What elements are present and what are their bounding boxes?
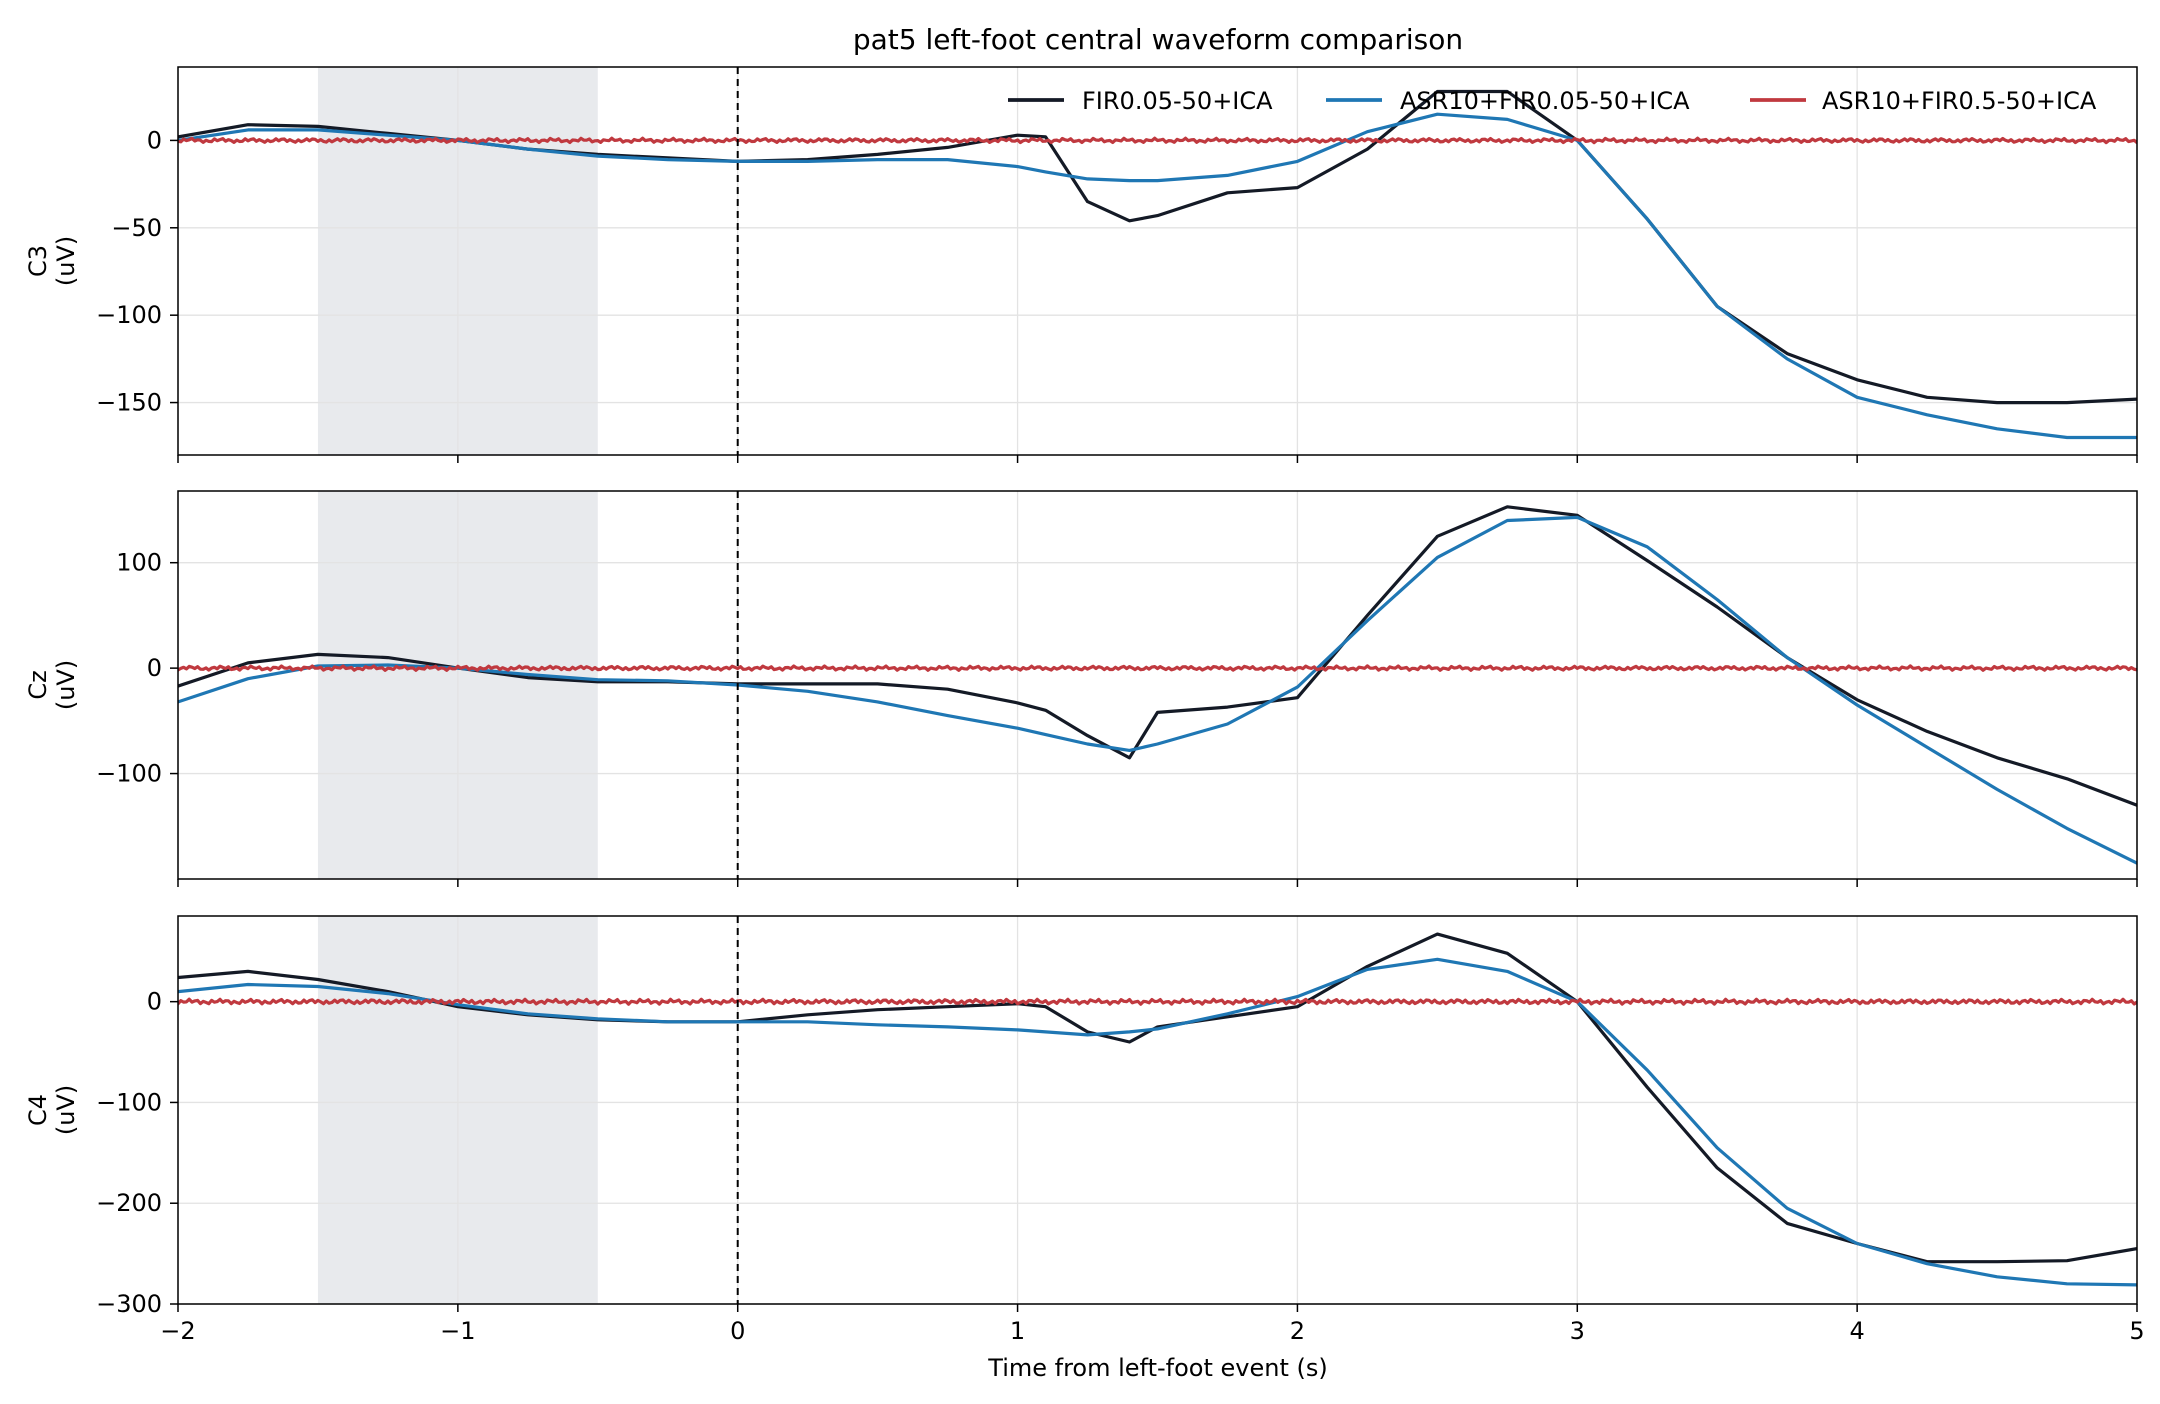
x-axis-label: Time from left-foot event (s) [987, 1354, 1327, 1382]
axes-frame [177, 66, 2138, 456]
x-tick-label: −2 [160, 1317, 195, 1345]
y-tick-label: 0 [147, 654, 162, 682]
panel-3: −2 −1 0 1 2 3 4 5 0 −100 −200 −300 C4(uV) [24, 915, 2145, 1345]
x-tick-label: 2 [1290, 1317, 1305, 1345]
y-axis-label: C4(uV) [24, 1085, 80, 1135]
y-tick-label: −100 [96, 1088, 162, 1116]
y-tick-label: 0 [147, 126, 162, 154]
series-line [178, 136, 2137, 145]
chart-title: pat5 left-foot central waveform comparis… [853, 23, 1463, 56]
legend-label: ASR10+FIR0.05-50+ICA [1400, 87, 1690, 115]
x-tick-label: 4 [1850, 1317, 1865, 1345]
y-axis-label-line: (uV) [52, 236, 80, 286]
x-tick-label: 3 [1570, 1317, 1585, 1345]
y-axis-label-line: (uV) [52, 1085, 80, 1135]
series-group [178, 89, 2137, 440]
series-group [178, 505, 2137, 865]
y-axis-label-line: C3 [24, 245, 52, 277]
series-line [178, 997, 2137, 1006]
y-tick-label: −100 [96, 301, 162, 329]
x-tick-label: −1 [440, 1317, 475, 1345]
x-tick-label: 0 [730, 1317, 745, 1345]
y-axis-label-line: (uV) [52, 660, 80, 710]
legend: FIR0.05-50+ICA ASR10+FIR0.05-50+ICA ASR10+… [1008, 87, 2097, 115]
axes-frame [177, 915, 2138, 1305]
y-tick-label: −100 [96, 760, 162, 788]
y-axis-label: C3(uV) [24, 236, 80, 286]
legend-label: ASR10+FIR0.5-50+ICA [1822, 87, 2097, 115]
y-axis-label: Cz(uV) [24, 660, 80, 710]
axes-frame [177, 490, 2138, 880]
y-tick-label: 100 [116, 549, 162, 577]
series-line [178, 112, 2137, 440]
x-tick-label: 5 [2129, 1317, 2144, 1345]
y-tick-label: −150 [96, 389, 162, 417]
x-tick-label: 1 [1010, 1317, 1025, 1345]
y-tick-label: −200 [96, 1189, 162, 1217]
y-axis-label-line: Cz [24, 670, 52, 699]
y-axis-label-line: C4 [24, 1094, 52, 1126]
legend-label: FIR0.05-50+ICA [1082, 87, 1273, 115]
panel-1: 0 −50 −100 −150 C3(uV) [24, 66, 2138, 463]
series-line [178, 515, 2137, 865]
panel-2: 100 0 −100 Cz(uV) [24, 490, 2138, 887]
series-line [178, 664, 2137, 672]
series-group [178, 932, 2137, 1287]
y-tick-label: −50 [111, 214, 162, 242]
y-tick-label: −300 [96, 1290, 162, 1318]
y-tick-label: 0 [147, 988, 162, 1016]
series-line [178, 957, 2137, 1287]
